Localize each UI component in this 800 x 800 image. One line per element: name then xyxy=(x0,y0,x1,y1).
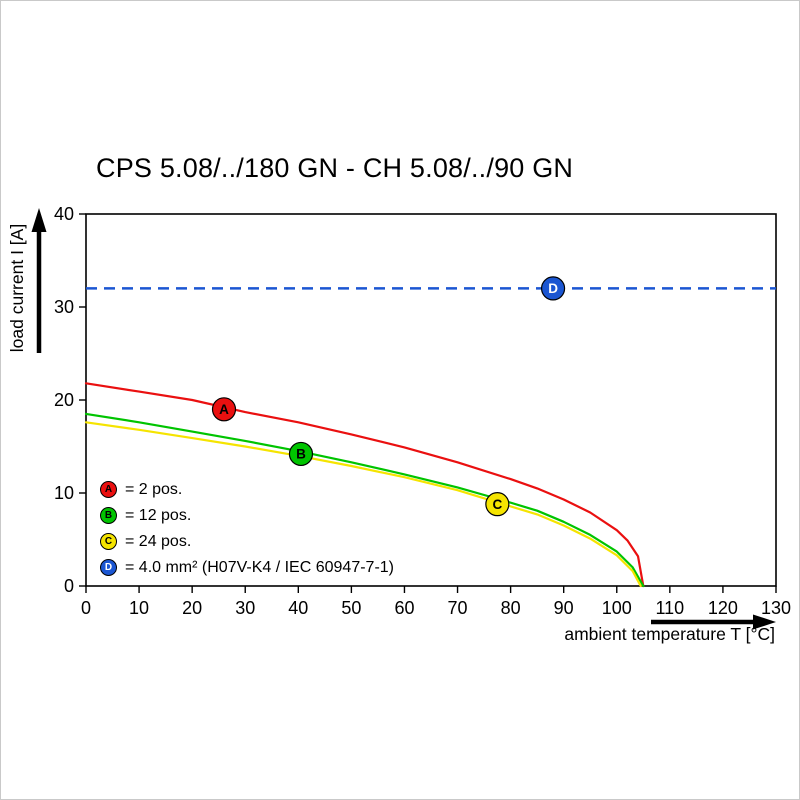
legend-label-b: = 12 pos. xyxy=(125,506,192,524)
chart-title: CPS 5.08/../180 GN - CH 5.08/../90 GN xyxy=(96,153,574,183)
y-tick-label: 0 xyxy=(64,576,74,596)
marker-letter-D: D xyxy=(548,281,558,296)
marker-letter-B: B xyxy=(296,447,306,462)
legend-marker-b-icon: B xyxy=(100,507,117,524)
x-tick-label: 60 xyxy=(394,598,414,618)
legend-marker-d-icon: D xyxy=(100,559,117,576)
legend-item-a: A = 2 pos. xyxy=(100,481,394,498)
x-tick-label: 50 xyxy=(341,598,361,618)
x-tick-label: 110 xyxy=(655,598,684,618)
marker-B xyxy=(288,441,314,467)
marker-C xyxy=(485,492,510,517)
marker-letter-C: C xyxy=(492,497,502,512)
y-axis-label: load current I [A] xyxy=(7,223,27,353)
curve-C xyxy=(84,421,642,588)
legend-marker-a-icon: A xyxy=(100,481,117,498)
legend-item-c: C = 24 pos. xyxy=(100,533,394,550)
marker-D xyxy=(540,276,566,301)
legend-label-a: = 2 pos. xyxy=(125,480,183,498)
x-tick-label: 100 xyxy=(602,598,632,618)
x-tick-label: 40 xyxy=(288,598,308,618)
y-tick-label: 10 xyxy=(54,483,74,503)
x-tick-label: 80 xyxy=(501,598,521,618)
legend-marker-c-icon: C xyxy=(100,533,117,550)
x-tick-label: 90 xyxy=(554,598,574,618)
x-axis-label: ambient temperature T [°C] xyxy=(564,624,775,644)
legend-item-b: B = 12 pos. xyxy=(100,507,394,524)
x-tick-label: 30 xyxy=(235,598,255,618)
chart-legend: A = 2 pos. B = 12 pos. C = 24 pos. D = 4… xyxy=(100,481,394,576)
y-tick-label: 20 xyxy=(54,390,74,410)
y-tick-label: 40 xyxy=(54,204,74,224)
marker-A xyxy=(211,397,237,422)
y-tick-label: 30 xyxy=(54,297,74,317)
curve-B xyxy=(84,412,645,588)
x-tick-label: 130 xyxy=(761,598,791,618)
legend-item-d: D = 4.0 mm² (H07V-K4 / IEC 60947-7-1) xyxy=(100,559,394,576)
x-axis-arrowhead-icon xyxy=(753,614,776,630)
x-tick-label: 0 xyxy=(81,598,91,618)
x-tick-label: 20 xyxy=(182,598,202,618)
legend-label-c: = 24 pos. xyxy=(125,532,192,550)
x-tick-label: 10 xyxy=(129,598,149,618)
x-tick-label: 120 xyxy=(708,598,738,618)
x-tick-label: 70 xyxy=(448,598,468,618)
legend-label-d: = 4.0 mm² (H07V-K4 / IEC 60947-7-1) xyxy=(125,558,394,576)
y-axis-arrowhead-icon xyxy=(31,208,47,232)
marker-letter-A: A xyxy=(219,402,229,417)
